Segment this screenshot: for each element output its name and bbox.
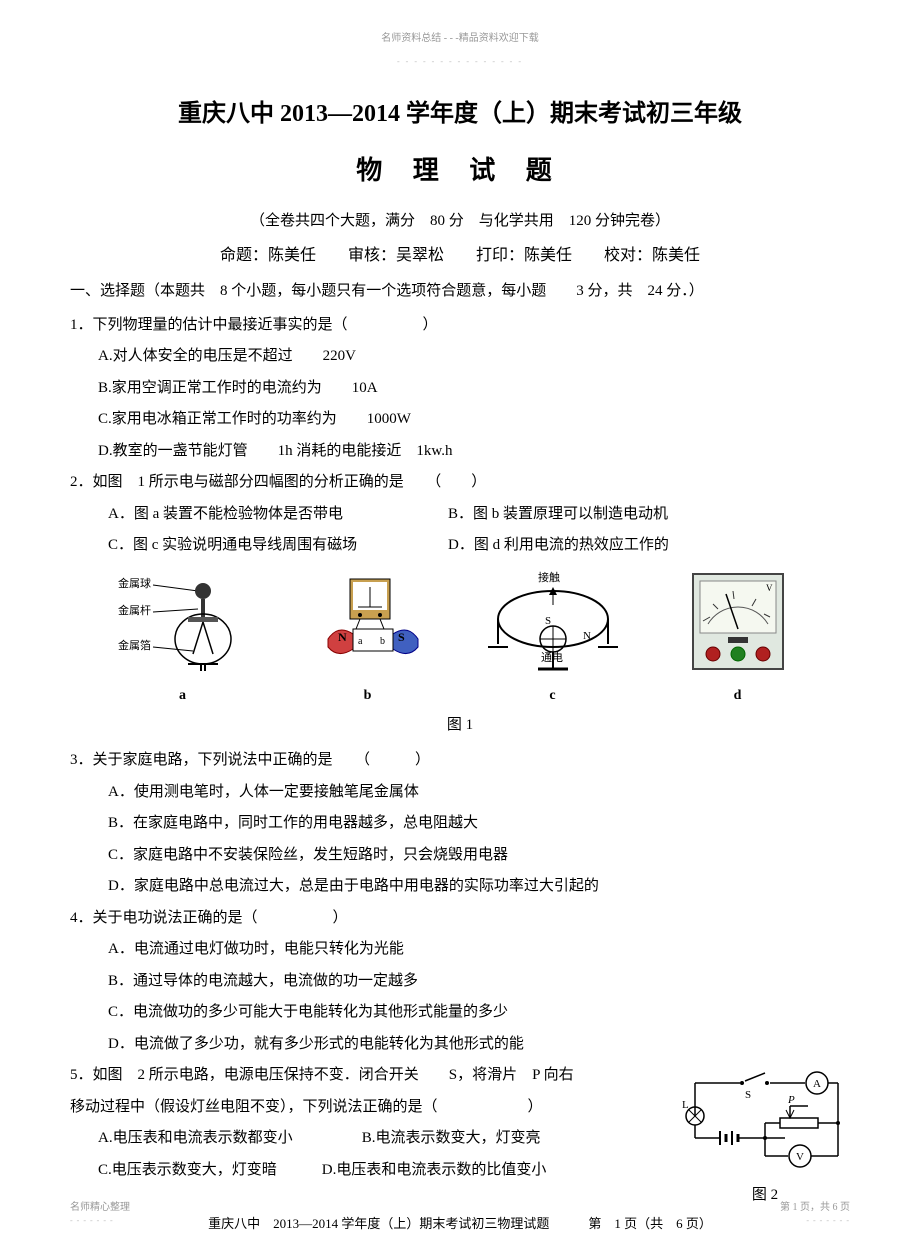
fig-d-svg: V [668,569,808,679]
q2-optB: B．图 b 装置原理可以制造电动机 [448,502,668,528]
q5-wrapper: 5．如图 2 所示电路，电源电压保持不变．闭合开关 S，将滑片 P 向右 移动过… [70,1063,850,1183]
fig-b-label: b [298,684,438,708]
q3-optD: D．家庭电路中总电流过大，总是由于电路中用电器的实际功率过大引起的 [70,874,850,900]
bottom-dots-left: - - - - - - - [70,1214,114,1228]
q5-optB: B.电流表示数变大，灯变亮 [362,1126,541,1152]
q3-optA: A．使用测电笔时，人体一定要接触笔尾金属体 [70,780,850,806]
q1-optD: D.教室的一盏节能灯管 1h 消耗的电能接近 1kw.h [70,439,850,465]
author-line: 命题：陈美任 审核：吴翠松 打印：陈美任 校对：陈美任 [70,242,850,269]
svg-text:L: L [682,1099,689,1111]
section-header: 一、选择题（本题共 8 个小题，每小题只有一个选项符合题意，每小题 3 分，共 … [70,279,850,305]
svg-text:A: A [813,1078,821,1090]
fig-c-label: c [483,684,623,708]
figure-row: 金属球 金属杆 金属箔 a [70,569,850,708]
q3-optB: B．在家庭电路中，同时工作的用电器越多，总电阻越大 [70,811,850,837]
svg-text:接触: 接触 [538,570,560,584]
q5-optC: C.电压表示数变大，灯变暗 [98,1158,318,1184]
exam-info: （全卷共四个大题，满分 80 分 与化学共用 120 分钟完卷） [70,209,850,235]
fig-c: 接触 通电 S N c [483,569,623,708]
svg-text:V: V [796,1151,804,1163]
fig-a-svg: 金属球 金属杆 金属箔 [113,569,253,679]
q1-optC: C.家用电冰箱正常工作时的功率约为 1000W [70,407,850,433]
q5-stem1: 5．如图 2 所示电路，电源电压保持不变．闭合开关 S，将滑片 P 向右 [70,1063,630,1089]
q4-optA: A．电流通过电灯做功时，电能只转化为光能 [70,937,850,963]
q5-optA: A.电压表和电流表示数都变小 [98,1126,358,1152]
svg-text:S: S [545,615,551,627]
fig-d: V d [668,569,808,708]
q2-optC: C．图 c 实验说明通电导线周围有磁场 [108,533,448,559]
figA-label2: 金属杆 [118,603,151,617]
q4-optC: C．电流做功的多少可能大于电能转化为其他形式能量的多少 [70,1000,850,1026]
page-footer: 重庆八中 2013—2014 学年度（上）期末考试初三物理试题 第 1 页（共 … [70,1213,850,1235]
fig-d-label: d [668,684,808,708]
title-sub: 物 理 试 题 [70,149,850,193]
circuit-diagram: S A L P [680,1068,850,1208]
fig-a-label: a [113,684,253,708]
q5-text: 5．如图 2 所示电路，电源电压保持不变．闭合开关 S，将滑片 P 向右 [70,1063,630,1089]
figA-label1: 金属球 [118,576,151,590]
q4-optD: D．电流做了多少功，就有多少形式的电能转化为其他形式的能 [70,1032,850,1058]
svg-text:N: N [338,630,347,644]
svg-text:a: a [358,636,363,647]
q1-optB: B.家用空调正常工作时的电流约为 10A [70,376,850,402]
q2-row1: A．图 a 装置不能检验物体是否带电 B．图 b 装置原理可以制造电动机 [70,502,850,528]
title-main: 重庆八中 2013—2014 学年度（上）期末考试初三年级 [70,94,850,135]
svg-text:b: b [380,636,385,647]
q4-optB: B．通过导体的电流越大，电流做的功一定越多 [70,969,850,995]
q3-optC: C．家庭电路中不安装保险丝，发生短路时，只会烧毁用电器 [70,843,850,869]
q4-stem: 4．关于电功说法正确的是（ ） [70,906,850,932]
q2-stem: 2．如图 1 所示电与磁部分四幅图的分析正确的是 （ ） [70,470,850,496]
svg-text:S: S [745,1089,751,1101]
fig1-number: 图 1 [70,713,850,739]
q1-stem: 1．下列物理量的估计中最接近事实的是（ ） [70,313,850,339]
fig-c-svg: 接触 通电 S N [483,569,623,679]
q5-optD: D.电压表和电流表示数的比值变小 [322,1158,547,1184]
figA-label3: 金属箔 [118,638,151,652]
bottom-dots-right: - - - - - - - [806,1214,850,1228]
fig-a: 金属球 金属杆 金属箔 a [113,569,253,708]
fig-b: N S a b b [298,569,438,708]
q2-optA: A．图 a 装置不能检验物体是否带电 [108,502,448,528]
q3-stem: 3．关于家庭电路，下列说法中正确的是 （ ） [70,748,850,774]
svg-text:S: S [398,630,405,644]
fig-b-svg: N S a b [298,569,438,679]
top-dots: - - - - - - - - - - - - - - - [70,55,850,69]
svg-text:V: V [766,583,773,593]
q2-optD: D．图 d 利用电流的热效应工作的 [448,533,669,559]
top-header-note: 名师资料总结 - - -精品资料欢迎下载 [70,30,850,47]
svg-text:N: N [583,630,591,642]
svg-text:P: P [787,1094,795,1106]
q2-row2: C．图 c 实验说明通电导线周围有磁场 D．图 d 利用电流的热效应工作的 [70,533,850,559]
q1-optA: A.对人体安全的电压是不超过 220V [70,344,850,370]
